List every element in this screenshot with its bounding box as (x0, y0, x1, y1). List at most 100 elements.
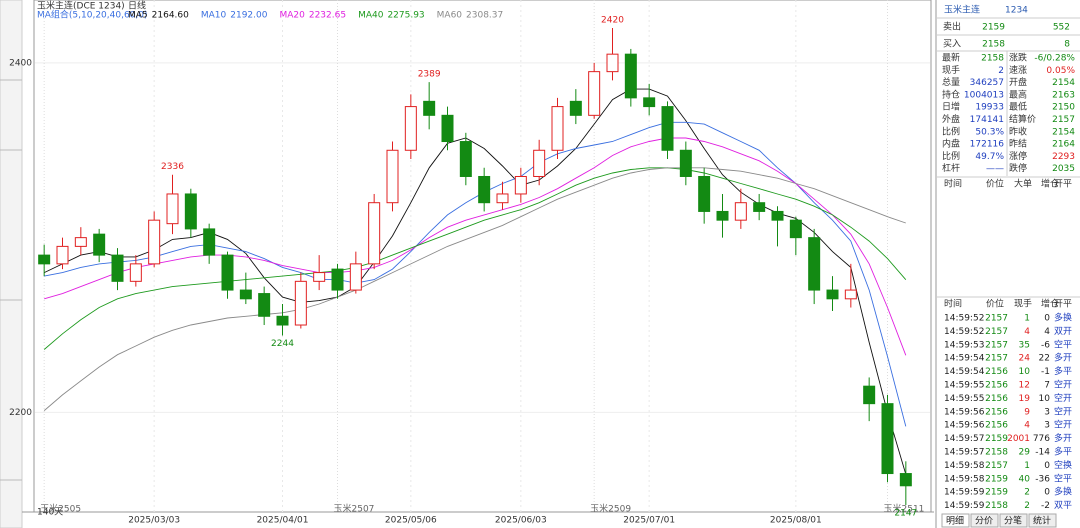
period[interactable]: 日线 (128, 0, 146, 12)
trade-time: 14:59:58 (944, 461, 985, 471)
tab-label: 统计 (1033, 515, 1051, 527)
candle-body (771, 210, 784, 221)
quote-code: 1234 (1005, 6, 1028, 16)
trade-price: 2156 (985, 407, 1008, 417)
candle-body (514, 175, 527, 195)
trade-oi: -6 (1041, 340, 1050, 350)
contract-label: 玉米2509 (590, 503, 631, 515)
trade-oi: -1 (1041, 367, 1050, 377)
quote-label: 跌停 (1009, 162, 1027, 174)
candle-body (679, 149, 692, 177)
quote-name: 玉米主连 (944, 4, 980, 16)
trade-oi: -36 (1035, 474, 1050, 484)
quote-label: 日增 (942, 101, 960, 113)
trade-oi: 7 (1044, 381, 1050, 391)
quote-value: 49.7% (975, 152, 1004, 162)
tab[interactable]: 明细 (941, 513, 970, 528)
quote-label: 最低 (1009, 101, 1027, 113)
ma-line (43, 167, 906, 411)
quote-label: 总量 (942, 76, 960, 88)
x-tick-label: 2025/07/01 (623, 516, 675, 526)
trade-price: 2156 (985, 394, 1008, 404)
quote-value: 2158 (981, 54, 1004, 64)
trade-oi: 3 (1044, 407, 1050, 417)
candle-body (56, 245, 69, 265)
trade-type: 空换 (1054, 459, 1072, 471)
trade-volume: 1 (1024, 314, 1030, 324)
candle-body (203, 228, 216, 256)
tab[interactable]: 统计 (1028, 513, 1057, 528)
quote-label: 卖出 (943, 21, 961, 33)
ma-group[interactable]: MA组合(5,10,20,40,60,0) (37, 9, 148, 21)
candle-body (588, 71, 601, 116)
legend-name: MA10 (201, 11, 227, 21)
symbol: 玉米主连(DCE 1234) (37, 0, 125, 12)
candle-body (441, 114, 454, 143)
quote-value: 2150 (1052, 103, 1075, 113)
trade-time: 14:59:54 (944, 367, 985, 377)
quote-label: 速涨 (1009, 65, 1027, 76)
candle-body (368, 202, 381, 265)
quote-value: 50.3% (975, 127, 1004, 137)
trade-oi: 0 (1044, 314, 1050, 324)
candle-body (166, 193, 179, 225)
candle-body (863, 385, 876, 405)
legend-name: MA40 (358, 11, 384, 21)
trade-volume: 19 (1019, 394, 1031, 404)
quote-price: 2158 (982, 40, 1005, 50)
legend-name: MA5 (128, 11, 148, 21)
trade-volume: 24 (1019, 354, 1031, 364)
ma-line (44, 121, 907, 427)
candle-body (716, 210, 729, 221)
quote-volume: 8 (1064, 40, 1070, 50)
trade-oi: 22 (1039, 354, 1050, 364)
candle-body (734, 202, 747, 221)
candle-body (184, 193, 197, 230)
trade-volume: 12 (1019, 381, 1030, 391)
candle-body (496, 193, 509, 204)
candle-body (148, 219, 161, 265)
trade-type: 多换 (1054, 312, 1072, 324)
candle-body (276, 315, 289, 326)
header-cell: 价位 (986, 178, 1004, 190)
trade-time: 14:59:54 (944, 354, 985, 364)
left-toolbar (0, 0, 23, 528)
trade-price: 2157 (985, 354, 1008, 364)
candle-body (569, 100, 582, 116)
header-cell: 时间 (944, 298, 962, 310)
tab[interactable]: 分笔 (999, 513, 1028, 528)
candle-body (478, 175, 491, 204)
days: 140天 (37, 508, 63, 518)
trade-time: 14:59:59 (944, 488, 985, 498)
trade-time: 14:59:58 (944, 474, 985, 484)
trade-type: 多平 (1054, 365, 1072, 377)
quote-label: 内盘 (942, 138, 960, 150)
quote-price: 2159 (982, 23, 1005, 33)
quote-value: 174141 (970, 115, 1004, 125)
high-label: 2420 (601, 15, 624, 25)
trade-price: 2159 (985, 488, 1008, 498)
candle-body (789, 219, 802, 239)
quote-label: 杠杆 (942, 162, 960, 174)
candle-body (826, 289, 839, 300)
candle-body (239, 289, 252, 300)
candle-body (698, 175, 711, 212)
trade-price: 2157 (985, 327, 1008, 337)
trade-type: 多开 (1054, 432, 1072, 444)
low-label: 2244 (271, 339, 294, 349)
candle-body (423, 100, 436, 116)
quote-label: 比例 (942, 125, 960, 137)
candle-body (533, 149, 546, 177)
trade-type: 双平 (1054, 500, 1072, 511)
header-cell: 增仓 (1041, 298, 1059, 310)
x-tick-label: 2025/05/06 (385, 516, 437, 526)
quote-value: 2163 (1052, 90, 1075, 100)
candle-body (661, 106, 674, 151)
quote-value: 19933 (975, 103, 1004, 113)
tab-label: 分笔 (1004, 515, 1022, 527)
trade-time: 14:59:52 (944, 314, 984, 324)
legend-value: 2275.93 (387, 11, 424, 21)
tab[interactable]: 分价 (970, 513, 999, 528)
legend-value: 2232.65 (309, 11, 346, 21)
